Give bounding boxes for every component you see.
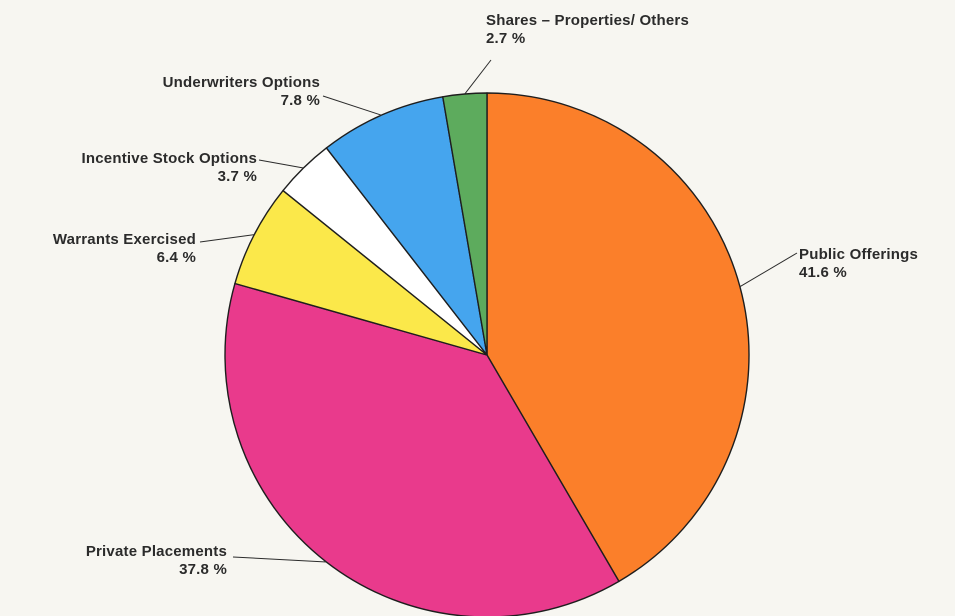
leader-line (464, 59, 492, 95)
slice-label-text: Incentive Stock Options (81, 150, 257, 167)
slice-label-text: Shares – Properties/ Others (486, 12, 689, 29)
slice-value-label: 2.7 % (486, 30, 526, 47)
label-incentive-stock-options: Incentive Stock Options 3.7 % (20, 150, 257, 186)
slice-value-label: 6.4 % (156, 249, 196, 266)
slice-value-label: 37.8 % (179, 561, 227, 578)
slice-value-label: 41.6 % (799, 264, 847, 281)
leader-line (199, 234, 255, 243)
label-private-placements: Private Placements 37.8 % (20, 543, 227, 579)
label-shares-properties-others: Shares – Properties/ Others 2.7 % (486, 12, 689, 48)
leader-line (258, 159, 304, 169)
leader-line (322, 95, 382, 116)
slice-public-offerings (486, 92, 750, 583)
slice-value-label: 7.8 % (280, 92, 320, 109)
slice-label-text: Private Placements (85, 543, 227, 560)
leader-line (232, 556, 327, 563)
label-public-offerings: Public Offerings 41.6 % (799, 246, 918, 282)
slice-private-placements (224, 282, 620, 616)
leader-line (739, 252, 798, 288)
label-warrants-exercised: Warrants Exercised 6.4 % (0, 231, 196, 267)
slice-label-text: Public Offerings (799, 246, 919, 263)
slice-label-text: Underwriters Options (162, 74, 320, 91)
slice-value-label: 3.7 % (217, 168, 257, 185)
slice-underwriters-options (325, 96, 488, 356)
slice-label-text: Warrants Exercised (52, 231, 196, 248)
label-underwriters-options: Underwriters Options 7.8 % (100, 74, 320, 110)
